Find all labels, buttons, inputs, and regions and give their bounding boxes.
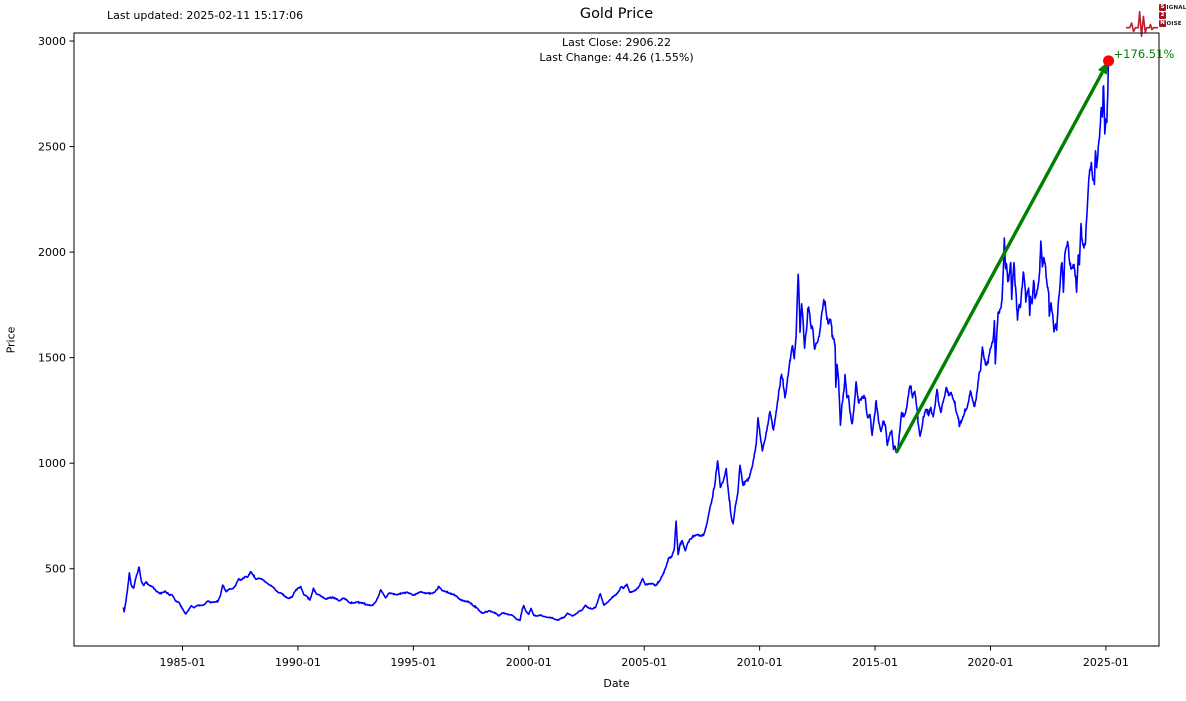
logo-letter-box-2: 2 bbox=[1159, 12, 1166, 19]
price-line bbox=[122, 60, 1110, 622]
y-tick-label: 2000 bbox=[38, 246, 66, 259]
axes-frame bbox=[73, 32, 1160, 647]
x-tick-label: 1985-01 bbox=[160, 656, 206, 669]
y-tick-label: 1500 bbox=[38, 352, 66, 365]
logo-word-signal: S IGNAL bbox=[1159, 4, 1186, 11]
logo-word-2: 2 bbox=[1159, 12, 1186, 19]
y-tick-label: 3000 bbox=[38, 35, 66, 48]
x-tick-label: 2015-01 bbox=[852, 656, 898, 669]
last-updated-text: Last updated: 2025-02-11 15:17:06 bbox=[107, 9, 304, 22]
x-axis-label: Date bbox=[603, 677, 630, 690]
logo-word-noise: N OISE bbox=[1159, 20, 1182, 27]
last-change-text: Last Change: 44.26 (1.55%) bbox=[539, 51, 694, 64]
waveform-icon bbox=[1126, 10, 1158, 37]
y-tick-label: 2500 bbox=[38, 141, 66, 154]
logo-letter-box-s: S bbox=[1159, 4, 1166, 11]
logo-text: S IGNAL 2 N OISE bbox=[1159, 4, 1186, 27]
x-tick-label: 2000-01 bbox=[506, 656, 552, 669]
logo-letter-box-n: N bbox=[1159, 20, 1166, 27]
x-tick-label: 2025-01 bbox=[1083, 656, 1129, 669]
signal2noise-logo: S IGNAL 2 N OISE bbox=[1126, 2, 1186, 40]
x-tick-label: 1990-01 bbox=[275, 656, 321, 669]
trend-annotation: +176.51% bbox=[1113, 46, 1175, 61]
last-price-marker bbox=[1103, 55, 1115, 67]
y-tick-label: 500 bbox=[45, 563, 66, 576]
chart-subtitle: Last Close: 2906.22 Last Change: 44.26 (… bbox=[74, 35, 1159, 65]
chart-title: Gold Price bbox=[579, 6, 654, 22]
x-tick-label: 2010-01 bbox=[737, 656, 783, 669]
y-axis-label: Price bbox=[4, 326, 18, 354]
x-tick-label: 2020-01 bbox=[967, 656, 1013, 669]
x-tick-label: 1995-01 bbox=[390, 656, 436, 669]
last-close-text: Last Close: 2906.22 bbox=[561, 36, 672, 49]
y-tick-label: 1000 bbox=[38, 457, 66, 470]
trend-line bbox=[894, 71, 1104, 454]
x-tick-label: 2005-01 bbox=[621, 656, 667, 669]
